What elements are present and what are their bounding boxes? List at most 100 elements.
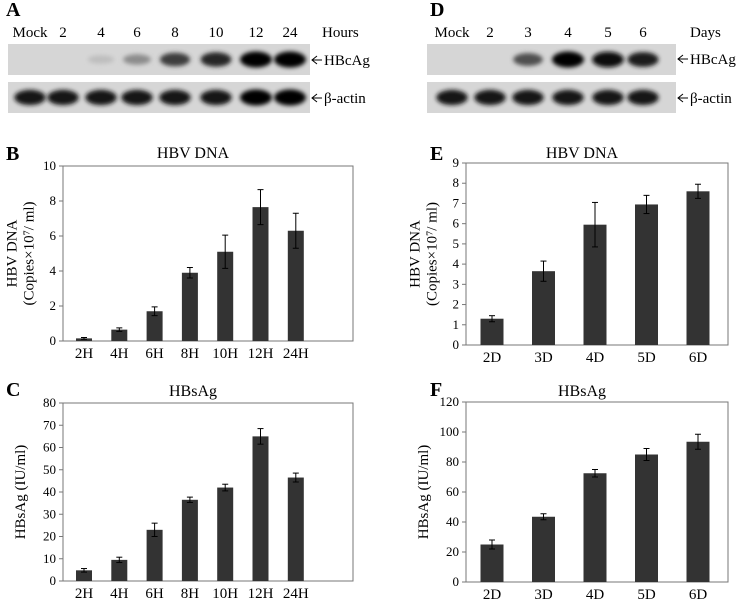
- blot-band: [87, 55, 115, 64]
- lane-label: Mock: [13, 25, 48, 41]
- y-tick-label: 4: [50, 263, 57, 278]
- y-tick-label: 0: [453, 574, 460, 589]
- blot-band: [121, 89, 153, 106]
- blot-row-label: HBcAg: [690, 52, 736, 68]
- arrow-icon: [677, 54, 684, 64]
- lane-label: 2: [59, 25, 67, 41]
- plot-frame: [62, 402, 354, 582]
- lane-label: Mock: [435, 25, 470, 41]
- blot-band: [123, 54, 151, 65]
- y-tick-label: 6: [453, 216, 460, 231]
- x-category-label: 2D: [483, 587, 502, 599]
- lane-label: 4: [564, 25, 572, 41]
- lane-label: 5: [604, 25, 612, 41]
- blot-band: [274, 89, 306, 106]
- blot-row-label: HBcAg: [324, 53, 370, 69]
- y-tick-label: 3: [453, 276, 460, 291]
- y-tick-label: 70: [43, 417, 56, 432]
- chart-panel-c: C HBsAg 0 10 20 30 40 50 60 70 80 HBsAg (IU/ml) 2H 4H…: [6, 379, 354, 599]
- blot-band: [159, 89, 191, 106]
- bar: [686, 191, 710, 345]
- x-category-label: 4H: [110, 586, 129, 599]
- y-tick-label: 10: [43, 551, 56, 566]
- x-category-label: 6D: [689, 587, 708, 599]
- panel-letter: F: [430, 379, 442, 401]
- y-tick-label: 1: [453, 317, 460, 332]
- time-unit-label: Hours: [322, 25, 359, 41]
- blot-band: [159, 52, 191, 67]
- y-tick-label: 60: [446, 484, 459, 499]
- y-tick-label: 7: [453, 195, 460, 210]
- arrow-icon: [677, 93, 684, 103]
- plot-frame: [62, 165, 354, 342]
- x-category-label: 5D: [637, 350, 656, 366]
- y-tick-label: 10: [43, 158, 56, 173]
- y-tick-label: 5: [453, 236, 460, 251]
- bar: [583, 473, 607, 582]
- y-tick-label: 0: [50, 573, 57, 588]
- y-tick-label: 20: [446, 544, 459, 559]
- x-category-label: 3D: [534, 587, 553, 599]
- lane-label: 4: [97, 25, 105, 41]
- blot-panel-d: D Mock 2 3 4 5 6 Days HBcAg β-actin: [427, 0, 736, 113]
- bar: [252, 436, 269, 581]
- panel-letter: D: [430, 0, 444, 21]
- x-category-label: 5D: [637, 587, 656, 599]
- blot-band: [274, 51, 306, 68]
- blot-band: [240, 51, 272, 68]
- x-category-label: 6H: [145, 586, 164, 599]
- y-axis-label: (Copies×10⁷/ ml): [22, 201, 38, 305]
- bar: [111, 329, 128, 341]
- x-category-label: 2H: [75, 586, 94, 599]
- x-category-label: 6H: [145, 346, 164, 362]
- y-axis-label: HBsAg (IU/ml): [416, 445, 432, 540]
- bar: [635, 454, 658, 582]
- bar: [146, 529, 163, 581]
- lane-label: 24: [283, 25, 299, 41]
- x-category-label: 24H: [283, 586, 309, 599]
- blot-band: [592, 89, 624, 106]
- arrow-icon: [311, 93, 318, 103]
- lane-label: 6: [639, 25, 647, 41]
- lane-label: 2: [486, 25, 494, 41]
- blot-row-label: β-actin: [690, 91, 732, 107]
- y-tick-label: 0: [50, 333, 57, 348]
- x-category-label: 2D: [483, 350, 502, 366]
- blot-band: [512, 89, 544, 106]
- blot-band: [200, 89, 232, 106]
- y-tick-label: 50: [43, 462, 56, 477]
- blot-band: [552, 51, 584, 68]
- y-tick-label: 100: [440, 424, 460, 439]
- y-tick-label: 0: [453, 337, 460, 352]
- blot-band: [627, 89, 659, 106]
- panel-letter: C: [6, 379, 20, 401]
- bar: [252, 207, 269, 341]
- bar: [76, 570, 92, 581]
- chart-title: HBV DNA: [546, 145, 619, 162]
- panel-letter: B: [6, 143, 19, 165]
- blot-band: [14, 89, 46, 106]
- blot-band: [513, 53, 543, 66]
- x-category-label: 12H: [248, 586, 274, 599]
- panel-letter: E: [430, 143, 443, 165]
- x-category-label: 24H: [283, 346, 309, 362]
- x-category-label: 8H: [181, 586, 200, 599]
- bar: [635, 204, 658, 345]
- panel-letter: A: [6, 0, 21, 21]
- bar: [217, 251, 234, 341]
- lane-label: 12: [249, 25, 264, 41]
- bar: [480, 318, 504, 345]
- y-axis-label: HBsAg (IU/ml): [13, 445, 29, 540]
- y-tick-label: 40: [446, 514, 459, 529]
- lane-label: 8: [171, 25, 179, 41]
- y-tick-label: 4: [453, 256, 460, 271]
- y-tick-label: 80: [43, 395, 56, 410]
- x-category-label: 6D: [689, 350, 708, 366]
- blot-band: [592, 51, 624, 68]
- y-axis-label: HBV DNA: [408, 220, 424, 288]
- chart-title: HBsAg: [558, 383, 606, 400]
- bar: [181, 499, 198, 581]
- y-tick-label: 120: [440, 394, 460, 409]
- lane-label: 10: [209, 25, 224, 41]
